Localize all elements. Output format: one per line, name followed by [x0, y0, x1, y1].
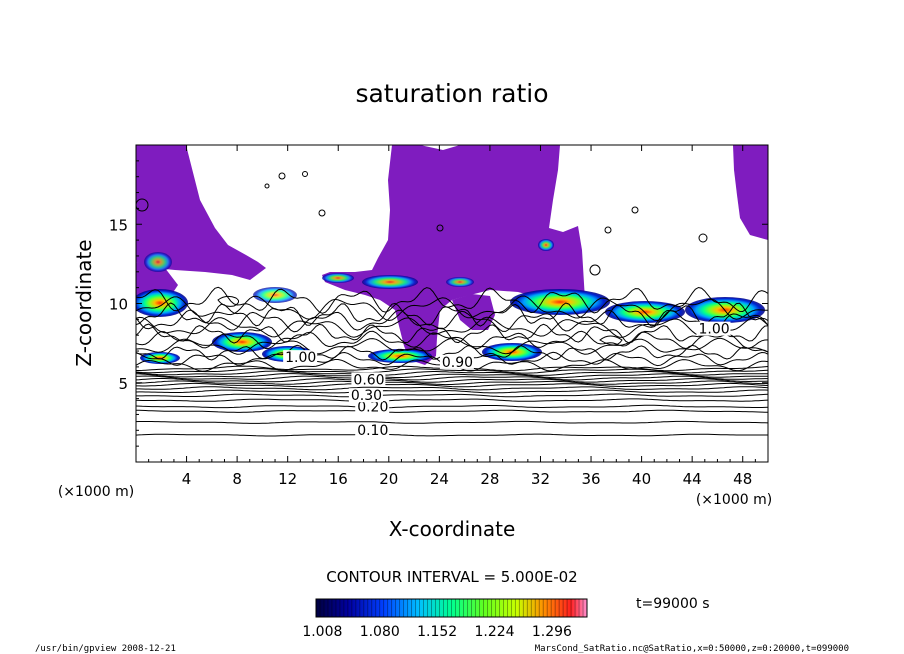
- contour-label: 1.00: [285, 350, 316, 366]
- contour-lines: [136, 286, 768, 437]
- y-axis-label: Z-coordinate: [72, 239, 96, 366]
- x-tick-label: 8: [232, 470, 242, 488]
- plot-area: [136, 145, 768, 462]
- x-tick-label: 4: [182, 470, 192, 488]
- contour-line: [136, 323, 768, 344]
- contour-line: [136, 368, 768, 374]
- contour-label-bg: [696, 321, 731, 336]
- x-tick-label: 44: [683, 470, 702, 488]
- footer-right: MarsCond_SatRatio.nc@SatRatio,x=0:50000,…: [535, 644, 849, 654]
- contour-label-bg: [283, 350, 318, 365]
- x-tick-label: 20: [379, 470, 398, 488]
- contour-line: [136, 375, 768, 381]
- colorbar-tick-label: 1.008: [302, 624, 342, 640]
- contour-label: 0.60: [353, 372, 384, 388]
- colorbar-bins: [319, 599, 584, 617]
- x-axis-unit: (×1000 m): [696, 492, 772, 508]
- contour-label-bg: [351, 372, 386, 387]
- y-axis-unit: (×1000 m): [58, 484, 134, 500]
- x-axis-ticks: 4 8 12 16 20 24 28 32 36 40 44 48: [148, 145, 756, 488]
- x-tick-label: 36: [581, 470, 600, 488]
- colorbar-tick-label: 1.080: [360, 624, 400, 640]
- x-tick-label: 16: [329, 470, 348, 488]
- contour-line: [136, 286, 768, 314]
- time-label: t=99000 s: [636, 596, 710, 612]
- colorbar-tick-label: 1.296: [532, 624, 572, 640]
- y-axis-ticks: 5 10 15: [109, 160, 768, 447]
- colorbar-tick-label: 1.152: [417, 624, 457, 640]
- contour-label-bg: [355, 399, 390, 414]
- x-tick-label: 32: [531, 470, 550, 488]
- contour-line: [136, 344, 768, 361]
- contour-label-bg: [348, 388, 383, 403]
- contour-line: [136, 316, 768, 338]
- y-tick-label: 15: [109, 216, 128, 234]
- contour-line: [136, 295, 768, 322]
- contour-line: [136, 393, 768, 398]
- contour-labels: 0.10 0.200.300.60 0.90 1.00 1.00: [283, 321, 731, 439]
- colorbar: 1.008 1.080 1.152 1.224 1.296: [302, 598, 588, 640]
- colorbar-tick-labels: 1.008 1.080 1.152 1.224 1.296: [302, 624, 572, 640]
- contour-line: [136, 389, 768, 394]
- x-axis-label: X-coordinate: [389, 517, 516, 541]
- contour-label-bg: [355, 423, 390, 438]
- x-tick-label: 24: [430, 470, 449, 488]
- footer-left: /usr/bin/gpview 2008-12-21: [35, 644, 176, 654]
- y-tick-label: 10: [109, 296, 128, 314]
- x-tick-label: 48: [733, 470, 752, 488]
- contour-line: [136, 409, 768, 413]
- contour-line: [136, 404, 768, 409]
- contour-line: [136, 370, 768, 376]
- contour-label-bg: [439, 354, 474, 369]
- isolated-contours: [136, 171, 708, 346]
- x-tick-label: 12: [278, 470, 297, 488]
- chart-title: saturation ratio: [355, 79, 548, 108]
- x-tick-label: 40: [632, 470, 651, 488]
- contour-label: 0.20: [357, 399, 388, 415]
- contour-label: 1.00: [698, 322, 729, 338]
- contour-line: [136, 398, 768, 402]
- contour-line: [136, 386, 768, 391]
- contour-interval-text: CONTOUR INTERVAL = 5.000E-02: [326, 568, 577, 586]
- contour-line: [136, 382, 768, 388]
- x-tick-label: 28: [480, 470, 499, 488]
- contour-line: [136, 302, 768, 327]
- contour-line: [136, 420, 768, 424]
- contour-label: 0.90: [442, 355, 473, 371]
- contour-label: 0.10: [357, 423, 388, 439]
- contour-line: [136, 433, 768, 437]
- contour-line: [136, 373, 768, 379]
- contour-line: [136, 377, 768, 383]
- contour-line: [136, 380, 768, 386]
- colorbar-tick-label: 1.224: [474, 624, 514, 640]
- contour-label: 0.30: [351, 388, 382, 404]
- y-tick-label: 5: [118, 375, 128, 393]
